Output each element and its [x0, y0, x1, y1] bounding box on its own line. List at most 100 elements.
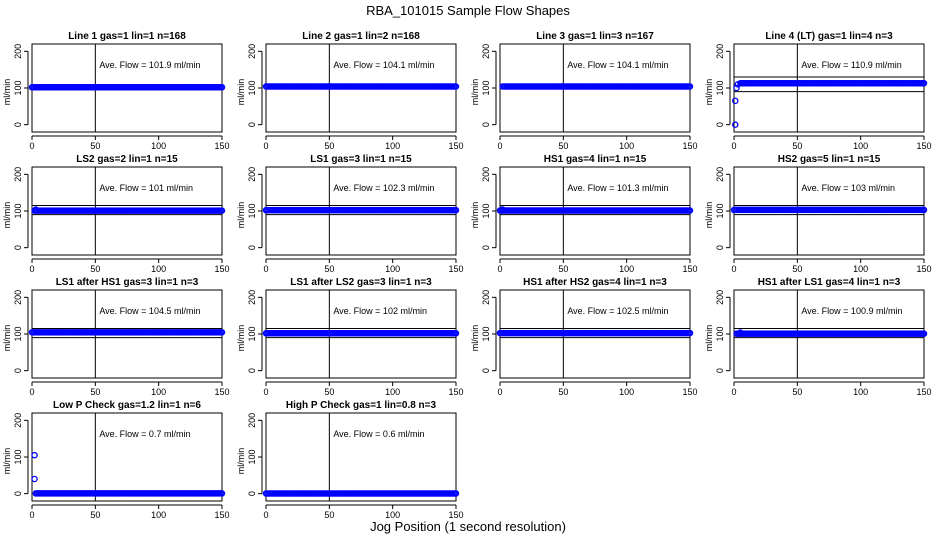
x-tick-label: 100 [385, 264, 400, 274]
x-tick-label: 100 [385, 141, 400, 151]
average-flow-annotation: Ave. Flow = 104.1 ml/min [333, 60, 434, 70]
x-tick-label: 0 [497, 264, 502, 274]
x-tick-label: 0 [263, 141, 268, 151]
average-flow-annotation: Ave. Flow = 101.3 ml/min [567, 183, 668, 193]
y-tick-label: 0 [481, 245, 491, 250]
y-tick-label: 100 [247, 449, 257, 464]
average-flow-annotation: Ave. Flow = 103 ml/min [801, 183, 895, 193]
y-axis-label: ml/min [470, 79, 480, 106]
data-point [920, 330, 928, 337]
average-flow-annotation: Ave. Flow = 101.9 ml/min [99, 60, 200, 70]
x-tick-label: 100 [151, 141, 166, 151]
x-tick-label: 50 [792, 141, 802, 151]
data-point [31, 475, 38, 483]
average-flow-annotation: Ave. Flow = 0.6 ml/min [333, 429, 424, 439]
data-point [452, 490, 460, 497]
y-tick-label: 100 [715, 203, 725, 218]
data-point [218, 329, 226, 336]
x-tick-label: 150 [448, 510, 463, 520]
y-tick-label: 200 [13, 44, 23, 59]
y-tick-label: 100 [247, 80, 257, 95]
data-point [218, 84, 226, 91]
x-tick-label: 50 [90, 387, 100, 397]
x-tick-label: 0 [263, 264, 268, 274]
y-tick-label: 100 [481, 80, 491, 95]
average-flow-annotation: Ave. Flow = 101 ml/min [99, 183, 193, 193]
x-tick-label: 50 [90, 141, 100, 151]
panel-title: LS2 gas=2 lin=1 n=15 [76, 154, 178, 165]
data-point [920, 79, 928, 87]
x-tick-label: 100 [385, 510, 400, 520]
panel-title: LS1 after HS1 gas=3 lin=1 n=3 [56, 277, 199, 288]
y-tick-label: 0 [247, 491, 257, 496]
panel-title: HS2 gas=5 lin=1 n=15 [778, 154, 881, 165]
y-axis-label: ml/min [2, 202, 12, 229]
average-flow-annotation: Ave. Flow = 102.3 ml/min [333, 183, 434, 193]
plot-frame [733, 43, 925, 133]
x-tick-label: 0 [497, 141, 502, 151]
data-point [920, 206, 928, 214]
x-tick-label: 150 [682, 141, 697, 151]
y-axis-label: ml/min [236, 79, 246, 106]
x-tick-label: 0 [731, 141, 736, 151]
panel-1: Line 1 gas=1 lin=1 n=168 0 50 100 150 0 100 200… [2, 31, 230, 151]
y-tick-label: 200 [13, 413, 23, 428]
y-axis-label: ml/min [236, 202, 246, 229]
panel-title: HS1 after HS2 gas=4 lin=1 n=3 [523, 277, 667, 288]
panel-title: Line 3 gas=1 lin=3 n=167 [536, 31, 654, 42]
x-tick-label: 150 [214, 141, 229, 151]
x-tick-label: 100 [619, 387, 634, 397]
y-tick-label: 200 [247, 44, 257, 59]
x-tick-label: 150 [448, 141, 463, 151]
x-tick-label: 50 [558, 141, 568, 151]
x-tick-label: 0 [29, 141, 34, 151]
x-tick-label: 50 [90, 264, 100, 274]
x-tick-label: 100 [619, 264, 634, 274]
panel-8: HS2 gas=5 lin=1 n=15 0 50 100 150 0 100 200 ml/m… [704, 154, 932, 274]
panel-title: Low P Check gas=1.2 lin=1 n=6 [53, 400, 201, 411]
y-tick-label: 0 [247, 368, 257, 373]
data-point [686, 207, 694, 214]
y-tick-label: 0 [13, 122, 23, 127]
x-tick-label: 0 [731, 387, 736, 397]
x-tick-label: 50 [90, 510, 100, 520]
panel-14: High P Check gas=1 lin=0.8 n=3 0 50 100 150 0… [236, 400, 464, 520]
x-tick-label: 0 [263, 387, 268, 397]
data-point [32, 206, 40, 213]
y-tick-label: 100 [247, 326, 257, 341]
data-point [686, 329, 694, 337]
x-tick-label: 50 [792, 387, 802, 397]
plot-frame [265, 412, 457, 502]
x-tick-label: 150 [682, 387, 697, 397]
panel-grid: Line 1 gas=1 lin=1 n=168 0 50 100 150 0 100 200… [2, 31, 932, 520]
y-axis-label: ml/min [704, 202, 714, 229]
data-point [452, 330, 460, 337]
panel-12: HS1 after LS1 gas=4 lin=1 n=3 0 50 100 150 0 1… [704, 277, 932, 397]
y-tick-label: 200 [715, 290, 725, 305]
y-tick-label: 0 [715, 245, 725, 250]
y-axis-label: ml/min [2, 325, 12, 352]
y-tick-label: 100 [715, 326, 725, 341]
y-tick-label: 100 [13, 449, 23, 464]
x-tick-label: 150 [214, 264, 229, 274]
x-tick-label: 100 [151, 510, 166, 520]
x-tick-label: 150 [214, 387, 229, 397]
x-tick-label: 50 [558, 387, 568, 397]
y-axis-label: ml/min [2, 79, 12, 106]
panel-2: Line 2 gas=1 lin=2 n=168 0 50 100 150 0 100 200… [236, 31, 464, 151]
y-tick-label: 200 [247, 413, 257, 428]
x-tick-label: 100 [853, 387, 868, 397]
y-tick-label: 200 [247, 290, 257, 305]
average-flow-annotation: Ave. Flow = 0.7 ml/min [99, 429, 190, 439]
y-tick-label: 0 [13, 491, 23, 496]
x-tick-label: 150 [916, 264, 931, 274]
x-tick-label: 50 [324, 387, 334, 397]
y-tick-label: 100 [13, 80, 23, 95]
panel-title: Line 4 (LT) gas=1 lin=4 n=3 [765, 31, 893, 42]
y-tick-label: 100 [481, 326, 491, 341]
y-axis-label: ml/min [236, 325, 246, 352]
y-axis-label: ml/min [470, 325, 480, 352]
y-tick-label: 0 [715, 368, 725, 373]
panel-title: High P Check gas=1 lin=0.8 n=3 [286, 400, 437, 411]
x-tick-label: 150 [916, 387, 931, 397]
